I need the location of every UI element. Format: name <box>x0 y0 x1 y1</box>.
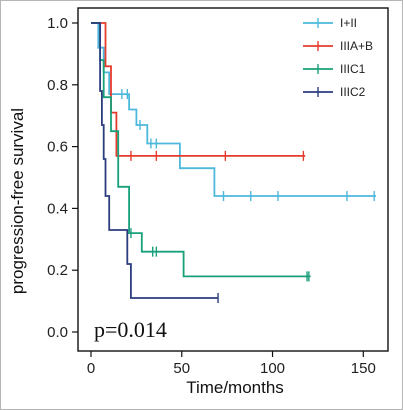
legend-label-iiia-b: IIIA+B <box>340 39 373 53</box>
x-tick-label: 50 <box>173 360 190 377</box>
y-tick-label: 0.2 <box>47 262 68 279</box>
y-tick-label: 0.8 <box>47 77 68 94</box>
y-tick-label: 1.0 <box>47 15 68 32</box>
y-tick-label: 0.4 <box>47 200 68 217</box>
p-value-annotation: p=0.014 <box>94 317 167 342</box>
legend-label-i-ii: I+II <box>340 16 357 30</box>
y-axis-title: progression-free survival <box>8 108 27 294</box>
series-line-iiic2 <box>91 22 219 299</box>
y-tick-label: 0.0 <box>47 324 68 341</box>
x-tick-label: 150 <box>351 360 376 377</box>
series-line-iiic1 <box>91 22 311 278</box>
x-tick-label: 0 <box>87 360 95 377</box>
y-tick-label: 0.6 <box>47 139 68 156</box>
plot-border <box>77 7 389 352</box>
legend-label-iiic2: IIIC2 <box>340 85 366 99</box>
legend-label-iiic1: IIIC1 <box>340 62 366 76</box>
x-tick-label: 100 <box>260 360 285 377</box>
x-axis-title: Time/months <box>186 378 284 397</box>
series-line-iiia-b <box>91 22 306 157</box>
series-line-i-ii <box>91 22 376 197</box>
